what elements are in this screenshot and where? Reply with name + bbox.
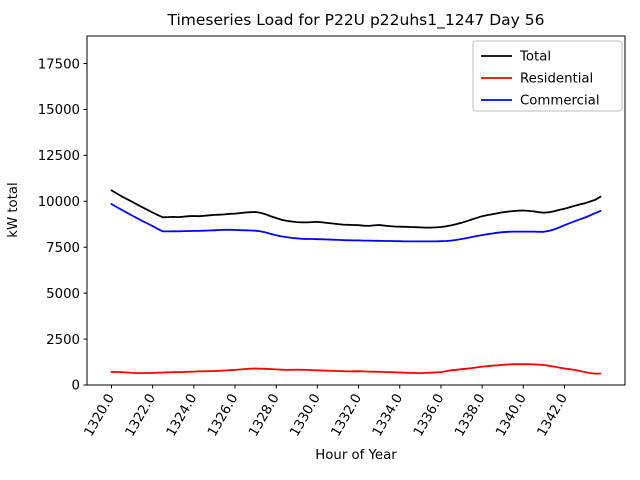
axes-frame xyxy=(86,35,626,386)
x-tick-label: 1332.0 xyxy=(329,392,365,440)
y-tick-label: 5000 xyxy=(46,287,80,302)
legend-label-total: Total xyxy=(519,50,551,65)
x-axis-label: Hour of Year xyxy=(315,448,397,463)
y-tick-label: 15000 xyxy=(38,103,80,118)
y-tick-label: 17500 xyxy=(38,57,80,72)
legend-label-residential: Residential xyxy=(520,72,593,87)
commercial-line xyxy=(110,203,602,243)
legend-label-commercial: Commercial xyxy=(520,94,600,109)
y-tick-label: 7500 xyxy=(46,241,80,256)
x-tick-label: 1322.0 xyxy=(123,392,159,440)
x-tick-label: 1336.0 xyxy=(411,392,447,440)
x-tick-label: 1338.0 xyxy=(452,392,488,440)
y-tick-label: 12500 xyxy=(38,149,80,164)
x-tick-label: 1320.0 xyxy=(82,392,118,440)
total-line xyxy=(110,189,602,229)
y-tick-label: 2500 xyxy=(46,333,80,348)
x-tick-label: 1324.0 xyxy=(164,392,200,440)
x-tick-label: 1328.0 xyxy=(246,392,282,440)
chart-title: Timeseries Load for P22U p22uhs1_1247 Da… xyxy=(167,11,545,30)
x-tick-label: 1330.0 xyxy=(288,392,324,440)
x-tick-label: 1326.0 xyxy=(205,392,241,440)
x-tick-label: 1340.0 xyxy=(494,392,530,440)
x-tick-label: 1342.0 xyxy=(535,392,571,440)
y-tick-label: 10000 xyxy=(38,195,80,210)
y-tick-label: 0 xyxy=(72,379,80,394)
legend xyxy=(472,40,623,112)
y-axis-label: kW total xyxy=(6,182,21,237)
x-tick-label: 1334.0 xyxy=(370,392,406,440)
residential-line xyxy=(110,363,602,375)
